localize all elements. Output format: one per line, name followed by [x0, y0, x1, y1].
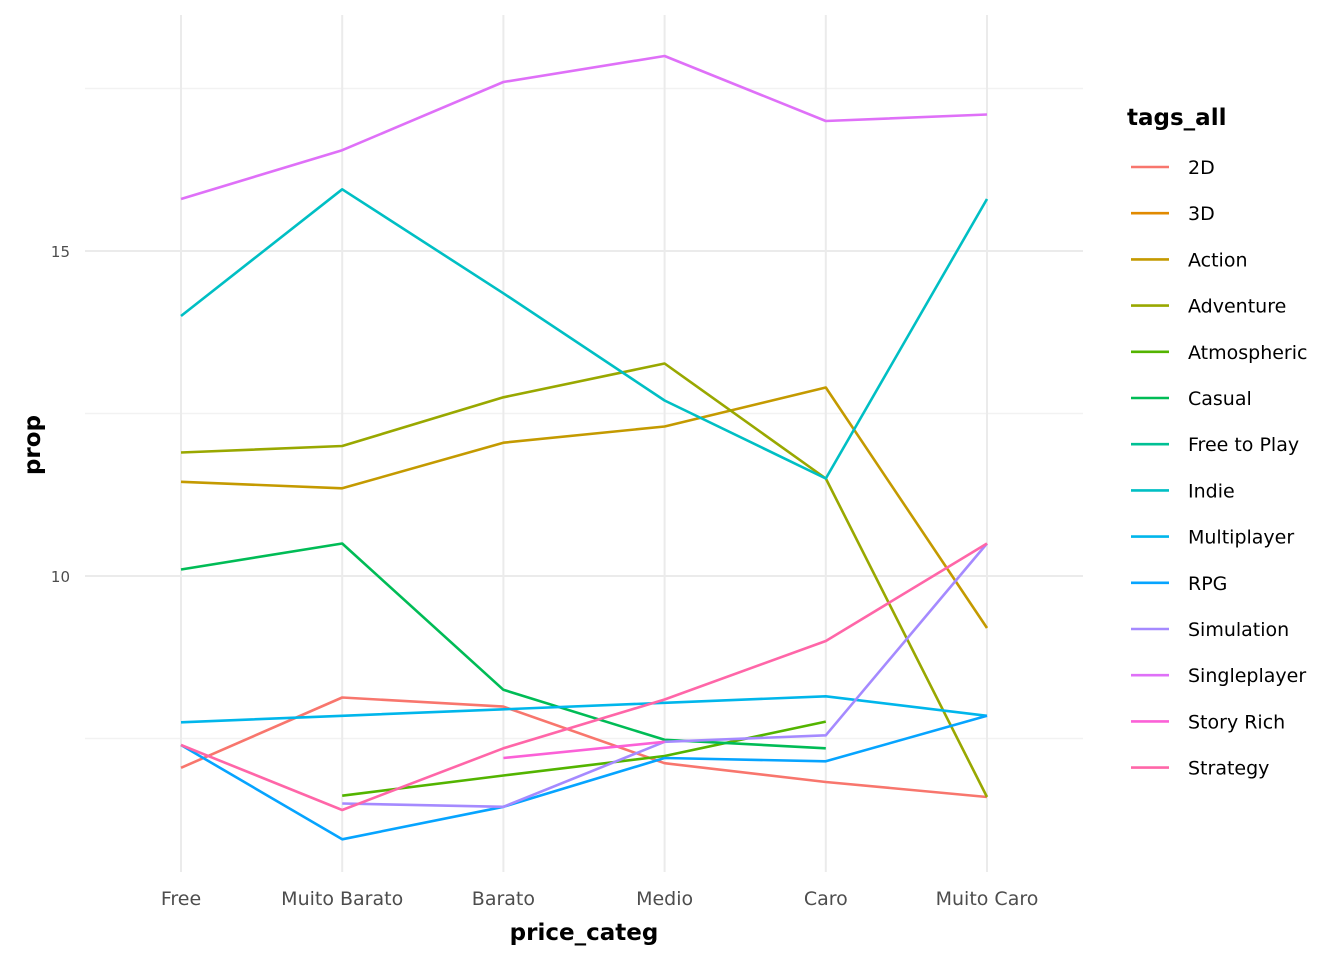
legend-label: 2D — [1188, 157, 1215, 179]
series-lines — [180, 54, 989, 841]
legend-label: Simulation — [1188, 619, 1289, 641]
x-tick-label: Caro — [804, 888, 848, 910]
y-tick-label: 15 — [51, 243, 70, 261]
series-line-rpg — [180, 714, 988, 841]
series-line-action — [180, 386, 989, 629]
legend-title: tags_all — [1127, 105, 1226, 131]
x-tick-label: Muito Barato — [281, 888, 403, 910]
legend-label: Strategy — [1188, 758, 1269, 780]
series-line-story-rich — [503, 740, 665, 760]
x-tick-label: Medio — [636, 888, 693, 910]
y-tick-label: 10 — [51, 568, 70, 586]
legend-label: Action — [1188, 249, 1248, 271]
legend-label: Casual — [1188, 388, 1252, 410]
legend: tags_all 2D 3D Action Adventure Atmospheric C… — [1127, 105, 1307, 780]
x-axis-title: price_categ — [510, 920, 659, 946]
legend-label: Singleplayer — [1188, 665, 1306, 687]
series-line-multiplayer — [180, 694, 988, 724]
series-line-strategy — [180, 542, 988, 812]
legend-label: Adventure — [1188, 296, 1286, 318]
series-line-adventure — [180, 362, 989, 798]
x-tick-label: Barato — [472, 888, 535, 910]
legend-label: Indie — [1188, 480, 1235, 502]
x-tick-label: Free — [161, 888, 201, 910]
series-line-indie — [180, 188, 989, 480]
legend-label: Atmospheric — [1188, 342, 1307, 364]
legend-label: Story Rich — [1188, 711, 1285, 733]
legend-label: RPG — [1188, 573, 1227, 595]
legend-label: Multiplayer — [1188, 527, 1294, 549]
x-tick-label: Muito Caro — [936, 888, 1039, 910]
y-tick-labels: 10 15 — [51, 243, 70, 586]
series-line-singleplayer — [180, 54, 988, 201]
y-axis-title: prop — [20, 415, 46, 475]
series-line-2d — [180, 696, 988, 799]
legend-label: 3D — [1188, 203, 1215, 225]
x-tick-labels: Free Muito Barato Barato Medio Caro Muito Car… — [161, 888, 1039, 910]
series-line-casual — [180, 542, 826, 750]
grid — [85, 15, 1083, 872]
legend-label: Free to Play — [1188, 434, 1299, 456]
